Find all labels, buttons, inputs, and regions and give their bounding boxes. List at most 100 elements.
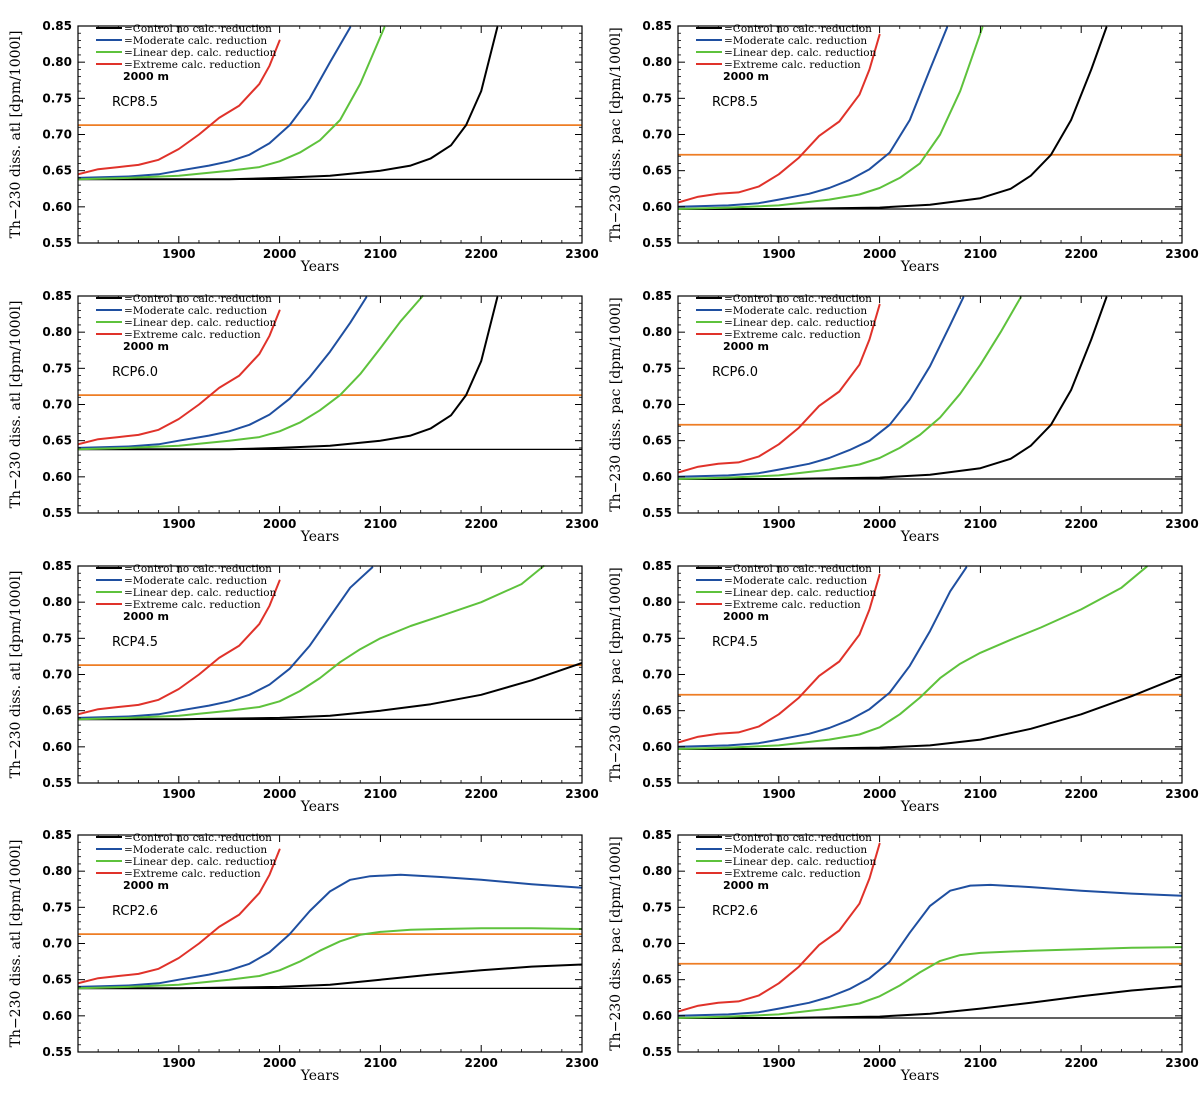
legend-entry-control: =Control no calc. reduction (724, 23, 872, 35)
series-line-control (678, 26, 1108, 210)
y-tick-label: 0.60 (42, 740, 72, 754)
y-tick-label: 0.60 (642, 1009, 672, 1023)
series-group (678, 26, 1108, 210)
series-line-linear (78, 295, 424, 451)
series-line-control (78, 26, 499, 181)
x-tick-label: 1900 (162, 517, 195, 531)
y-tick-label: 0.60 (642, 200, 672, 214)
y-tick-label: 0.80 (42, 864, 72, 878)
series-line-extreme (78, 848, 281, 985)
x-tick-label: 2200 (1064, 787, 1097, 801)
y-axis-title: Th−230 diss. atl [dpm/1000l] (8, 301, 24, 509)
x-tick-label: 2300 (1165, 1056, 1198, 1070)
y-tick-label: 0.60 (42, 200, 72, 214)
y-tick-label: 0.55 (42, 506, 72, 520)
y-tick-label: 0.70 (42, 128, 72, 142)
y-tick-label: 0.60 (42, 1009, 72, 1023)
depth-label: 2000 m (723, 610, 769, 623)
y-tick-label: 0.85 (42, 19, 72, 33)
y-tick-label: 0.65 (642, 164, 672, 178)
series-line-control (78, 296, 499, 451)
x-tick-label: 2200 (1064, 517, 1097, 531)
y-tick-label: 0.60 (642, 740, 672, 754)
chart-panel-RCP45-atl: 0.55 0.60 0.65 0.70 0.75 0.80 0.85 1900 2000 2100… (8, 559, 599, 815)
y-tick-label: 0.75 (42, 91, 72, 105)
y-tick-label: 0.75 (42, 361, 72, 375)
x-tick-label: 2200 (464, 1056, 497, 1070)
x-tick-label: 2100 (364, 247, 397, 261)
x-tick-label: 2300 (565, 1056, 598, 1070)
y-tick-label: 0.75 (642, 361, 672, 375)
legend-entry-linear: =Linear dep. calc. reduction (124, 856, 277, 868)
legend-entry-moderate: =Moderate calc. reduction (124, 844, 267, 856)
legend-entry-moderate: =Moderate calc. reduction (124, 305, 267, 317)
scenario-label: RCP8.5 (112, 95, 158, 110)
legend-entry-extreme: =Extreme calc. reduction (124, 329, 261, 341)
scenario-label: RCP2.6 (112, 904, 158, 919)
y-tick-label: 0.85 (42, 828, 72, 842)
x-tick-label: 2100 (964, 787, 997, 801)
y-tick-label: 0.85 (642, 289, 672, 303)
y-tick-label: 0.55 (42, 236, 72, 250)
y-tick-label: 0.80 (642, 864, 672, 878)
y-tick-label: 0.65 (42, 434, 72, 448)
series-line-moderate (678, 566, 968, 748)
series-line-extreme (678, 303, 881, 474)
legend-entry-control: =Control no calc. reduction (124, 832, 272, 844)
x-tick-label: 2200 (1064, 247, 1097, 261)
y-tick-label: 0.70 (42, 668, 72, 682)
series-group (678, 842, 1182, 1019)
y-tick-label: 0.60 (42, 470, 72, 484)
x-tick-label: 2300 (565, 517, 598, 531)
series-line-moderate (678, 883, 1182, 1017)
series-group (78, 848, 582, 990)
legend-entry-moderate: =Moderate calc. reduction (724, 844, 867, 856)
series-group (678, 565, 1182, 750)
depth-label: 2000 m (723, 879, 769, 892)
series-line-moderate (678, 296, 965, 478)
x-tick-label: 1900 (762, 517, 795, 531)
legend: =Control no calc. reduction=Moderate cal… (96, 832, 277, 892)
series-line-extreme (678, 842, 881, 1013)
legend-entry-moderate: =Moderate calc. reduction (124, 35, 267, 47)
x-tick-label: 2100 (964, 1056, 997, 1070)
legend-entry-control: =Control no calc. reduction (124, 23, 272, 35)
y-tick-label: 0.75 (642, 91, 672, 105)
depth-label: 2000 m (723, 70, 769, 83)
legend: =Control no calc. reduction=Moderate cal… (96, 293, 277, 353)
legend: =Control no calc. reduction=Moderate cal… (696, 563, 877, 623)
depth-label: 2000 m (123, 340, 169, 353)
legend-entry-extreme: =Extreme calc. reduction (124, 59, 261, 71)
x-tick-label: 2000 (863, 247, 896, 261)
depth-label: 2000 m (123, 610, 169, 623)
x-tick-label: 2200 (464, 787, 497, 801)
series-line-linear (678, 946, 1182, 1019)
x-tick-label: 1900 (162, 1056, 195, 1070)
y-tick-label: 0.65 (42, 164, 72, 178)
x-tick-label: 2100 (364, 787, 397, 801)
y-tick-label: 0.70 (642, 668, 672, 682)
scenario-label: RCP4.5 (112, 635, 158, 650)
y-tick-label: 0.65 (42, 973, 72, 987)
x-tick-label: 2300 (1165, 517, 1198, 531)
y-tick-label: 0.55 (642, 776, 672, 790)
series-line-control (78, 661, 582, 721)
series-group (78, 295, 499, 451)
x-axis-title: Years (900, 259, 940, 275)
y-tick-label: 0.85 (642, 559, 672, 573)
y-tick-label: 0.85 (42, 559, 72, 573)
series-line-extreme (78, 579, 281, 716)
series-line-linear (678, 26, 984, 210)
legend-entry-moderate: =Moderate calc. reduction (724, 305, 867, 317)
legend: =Control no calc. reduction=Moderate cal… (96, 23, 277, 83)
y-axis-title: Th−230 diss. pac [dpm/1000l] (608, 836, 624, 1051)
series-line-extreme (678, 573, 881, 744)
y-tick-label: 0.80 (42, 325, 72, 339)
series-line-moderate (78, 873, 582, 988)
series-line-extreme (78, 309, 281, 446)
chart-panel-RCP85-pac: 0.55 0.60 0.65 0.70 0.75 0.80 0.85 1900 2000 2100… (608, 19, 1199, 275)
scenario-label: RCP6.0 (112, 365, 158, 380)
series-line-linear (678, 296, 1022, 480)
series-group (78, 565, 582, 721)
legend-entry-linear: =Linear dep. calc. reduction (724, 587, 877, 599)
